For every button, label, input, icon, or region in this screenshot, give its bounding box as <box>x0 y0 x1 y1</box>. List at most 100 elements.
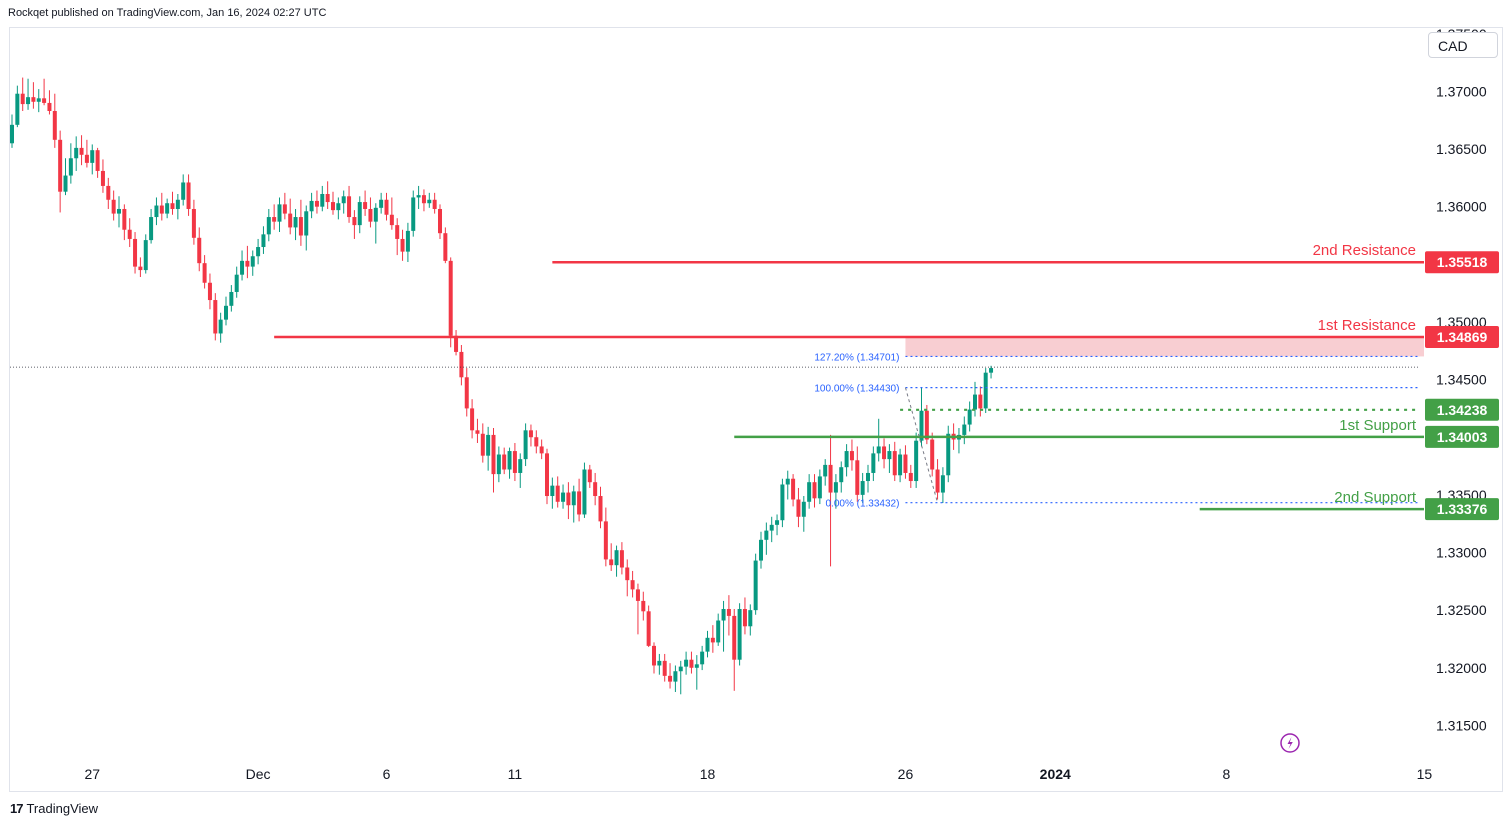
candle <box>256 247 261 257</box>
candle <box>930 439 935 470</box>
time-axis-tick: 27 <box>84 766 100 782</box>
candle <box>42 98 47 103</box>
candle <box>459 351 464 378</box>
candle <box>304 211 309 236</box>
candle <box>705 637 710 652</box>
candle <box>352 217 357 226</box>
candle <box>411 197 416 231</box>
candle <box>363 202 368 209</box>
candle <box>940 475 945 493</box>
candle <box>609 559 614 566</box>
candle <box>74 147 79 159</box>
candle <box>347 196 352 218</box>
candle <box>245 260 250 267</box>
candle <box>218 319 223 334</box>
candle <box>684 659 689 667</box>
price-axis[interactable]: 1.315001.320001.325001.330001.335001.340… <box>1436 26 1487 734</box>
candle <box>154 205 159 218</box>
time-axis[interactable]: 27 Dec 6 11 18 26 2024 8 15 <box>84 766 1432 782</box>
candle <box>887 451 892 460</box>
candle <box>860 481 865 495</box>
candle <box>807 482 812 502</box>
price-axis-tick: 1.32000 <box>1436 660 1487 676</box>
candle <box>550 485 555 497</box>
price-axis-tick: 1.31500 <box>1436 717 1487 733</box>
candle <box>641 600 646 612</box>
candle <box>272 217 277 222</box>
candle <box>47 102 52 111</box>
price-axis-tick: 1.36500 <box>1436 141 1487 157</box>
price-tag-marked <box>1425 398 1499 421</box>
candle <box>491 434 496 475</box>
levels-layer: 2nd Resistance 1st Resistance 1st Support 2… <box>274 242 1424 511</box>
fib-label: 100.00% (1.34430) <box>814 384 899 395</box>
candle <box>250 256 255 267</box>
time-axis-tick: 2024 <box>1040 766 1071 782</box>
candle <box>791 478 796 500</box>
candle <box>678 666 683 672</box>
candle <box>26 97 31 105</box>
publish-caption: Rockqet published on TradingView.com, Ja… <box>8 7 327 19</box>
candle <box>534 437 539 447</box>
tradingview-logo[interactable]: 17 TradingView <box>10 801 98 816</box>
tradingview-logo-icon: 17 <box>10 801 24 816</box>
candle <box>882 446 887 460</box>
candle <box>117 208 121 214</box>
price-labels-layer: 1.35518 1.34869 1.34003 1.33376 1.34238 <box>1425 251 1499 521</box>
candle <box>277 204 282 222</box>
fib-trend-line <box>904 387 939 503</box>
candle <box>149 217 154 241</box>
candle <box>539 446 544 454</box>
price-tag-text: 1.33376 <box>1437 501 1488 517</box>
candle <box>336 203 341 211</box>
level-name-label: 2nd Support <box>1334 489 1417 506</box>
candle <box>357 202 362 226</box>
candle <box>914 440 919 482</box>
candle <box>989 368 994 373</box>
candle <box>368 208 373 222</box>
candle <box>587 469 592 483</box>
price-tag-text: 1.34869 <box>1437 329 1488 345</box>
candle <box>395 225 400 239</box>
resistance-zone-layer <box>905 337 1424 357</box>
candle <box>379 199 384 208</box>
candle <box>555 485 560 502</box>
candle <box>320 193 325 207</box>
time-axis-tick: 18 <box>700 766 716 782</box>
candle <box>839 467 844 483</box>
candle <box>100 170 105 186</box>
candle <box>63 175 68 192</box>
candle <box>416 195 421 198</box>
candle <box>625 567 630 581</box>
candle <box>10 124 14 144</box>
time-axis-tick: 26 <box>898 766 914 782</box>
candle <box>700 651 705 665</box>
candle <box>619 550 624 568</box>
time-axis-tick: 11 <box>508 766 523 782</box>
fib-layer: 127.20% (1.34701) 100.00% (1.34430) 0.00% … <box>814 352 1420 510</box>
level-name-label: 2nd Resistance <box>1313 242 1416 259</box>
candle <box>561 492 566 502</box>
candle <box>732 615 737 660</box>
candle <box>946 433 951 476</box>
price-tag-text: 1.34238 <box>1437 402 1488 418</box>
candle <box>577 491 582 515</box>
price-axis-tick: 1.34500 <box>1436 372 1487 388</box>
candle <box>496 454 501 475</box>
candle <box>282 204 287 214</box>
candle <box>855 460 860 495</box>
candle <box>79 147 84 155</box>
candle <box>480 433 485 456</box>
currency-button[interactable]: CAD <box>1428 32 1498 58</box>
candle <box>133 238 138 267</box>
candle <box>775 520 780 525</box>
price-axis-tick: 1.37000 <box>1436 83 1487 99</box>
candle <box>983 372 988 409</box>
candle <box>646 611 651 646</box>
candle <box>234 274 239 292</box>
candle <box>593 482 598 497</box>
candle <box>614 550 619 566</box>
candle <box>737 608 742 660</box>
time-axis-tick: Dec <box>246 766 271 782</box>
